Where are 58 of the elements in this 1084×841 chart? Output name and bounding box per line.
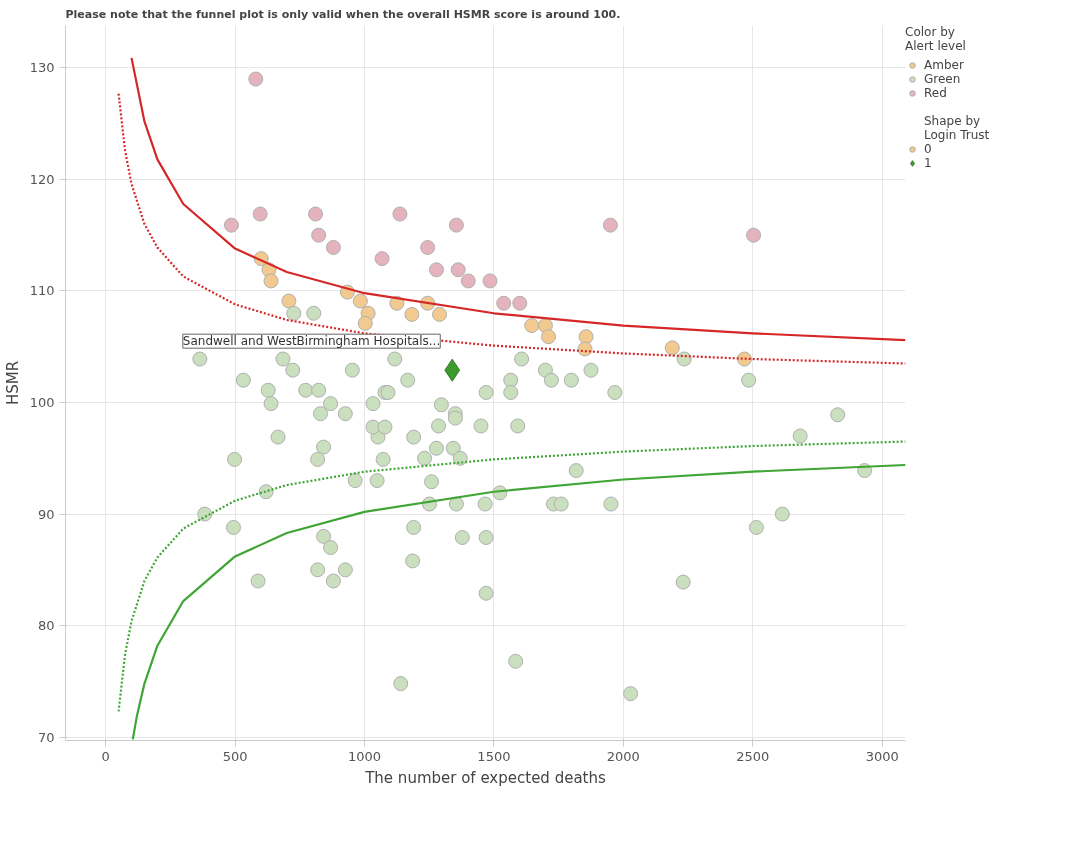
point	[357, 315, 373, 331]
annotation: Sandwell and WestBirmingham Hospitals...	[182, 334, 441, 349]
y-tick-label: 110	[29, 283, 55, 299]
y-axis-title: HSMR	[3, 360, 22, 406]
x-tick-label: 2500	[736, 748, 770, 764]
point	[460, 273, 476, 289]
point	[325, 239, 341, 255]
x-tick-label: 500	[222, 748, 248, 764]
y-tick-label: 80	[37, 618, 55, 634]
y-tick-label: 130	[29, 60, 55, 76]
y-tick-label: 120	[29, 171, 55, 187]
point	[496, 295, 512, 311]
point	[420, 239, 436, 255]
x-tick-label: 1000	[347, 748, 382, 764]
line-series	[117, 92, 906, 365]
point	[263, 273, 279, 289]
point	[450, 262, 466, 278]
text: 0	[924, 142, 933, 156]
point	[482, 273, 498, 289]
point	[352, 293, 368, 309]
point	[223, 217, 239, 233]
point	[311, 227, 327, 243]
x-axis-title: The number of expected deaths	[364, 768, 606, 787]
point	[444, 358, 461, 382]
line-series	[131, 463, 906, 741]
x-tick-label: 2000	[606, 748, 640, 764]
point	[248, 71, 264, 87]
x-tick-label: 0	[101, 748, 110, 764]
point	[281, 293, 297, 309]
point	[404, 306, 420, 322]
point	[448, 217, 464, 233]
point	[577, 341, 593, 357]
legend-label: 1	[924, 156, 933, 170]
text: Shape by Login Trust	[924, 113, 990, 142]
legend-label: Red	[924, 86, 947, 100]
point	[578, 329, 594, 345]
legend-label: Amber	[924, 58, 964, 72]
point	[541, 329, 557, 345]
x-tick-label: 1500	[477, 748, 511, 764]
y-tick-label: 70	[37, 729, 55, 745]
point	[428, 262, 444, 278]
point	[746, 227, 762, 243]
point	[602, 217, 618, 233]
point	[664, 340, 680, 356]
line-series	[117, 440, 906, 713]
point	[512, 295, 528, 311]
point	[308, 206, 324, 222]
y-tick-label: 90	[37, 506, 55, 522]
point	[252, 206, 268, 222]
point	[432, 306, 448, 322]
y-tick-label: 100	[29, 395, 55, 411]
point	[524, 318, 540, 334]
point	[374, 251, 390, 267]
x-tick-label: 3000	[865, 748, 899, 764]
chart-title: Please note that the funnel plot is only valid when the overall HSMR score is around 100.	[65, 7, 621, 21]
legend-label: Green	[924, 72, 961, 86]
point	[392, 206, 408, 222]
legend-title: Color by Alert level	[905, 25, 967, 53]
